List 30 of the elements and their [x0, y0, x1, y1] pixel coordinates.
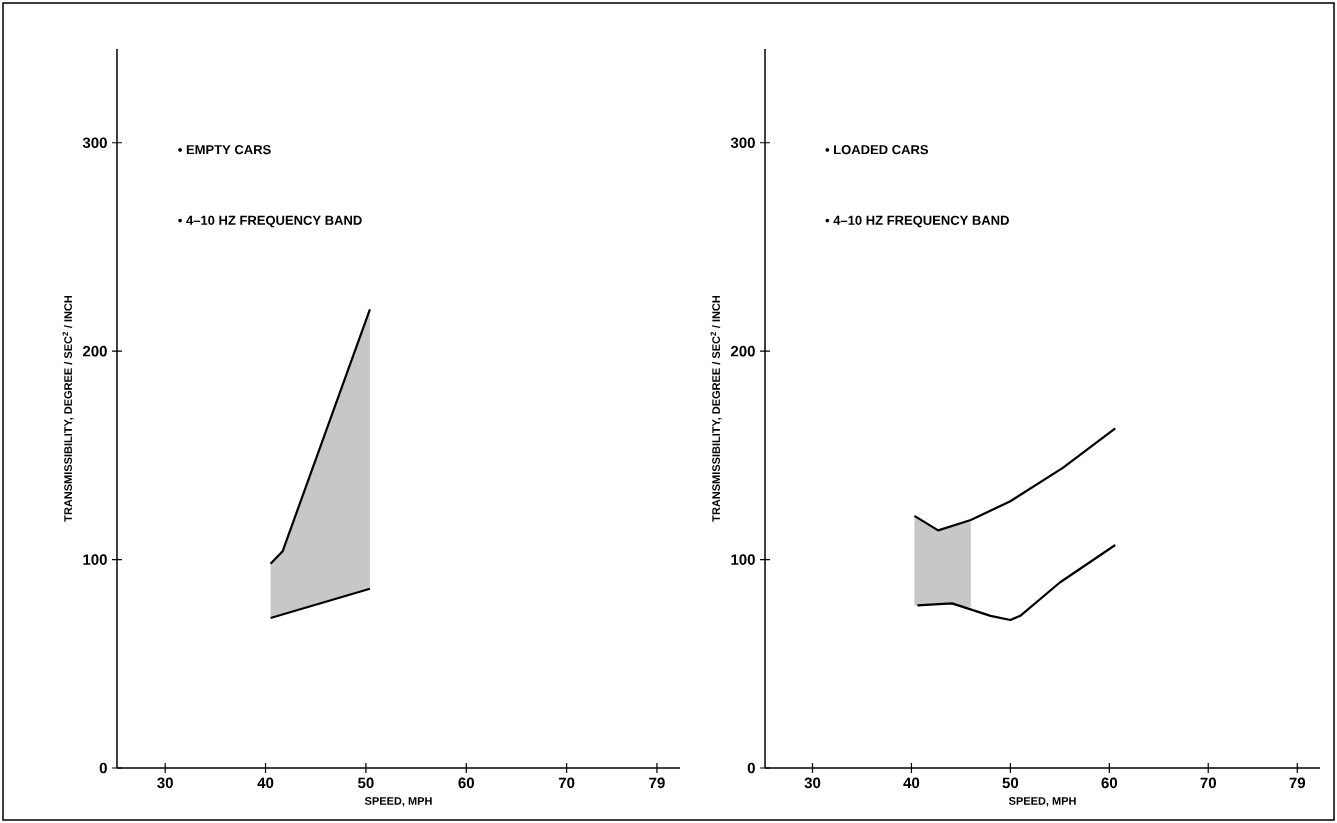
- y-tick-label: 0: [99, 762, 107, 774]
- x-tick-label: 30: [804, 777, 821, 789]
- x-tick-label: 40: [903, 777, 920, 789]
- annotation: • LOADED CARS: [825, 145, 929, 155]
- y-tick-label: 100: [83, 554, 107, 565]
- x-tick-label: 70: [1200, 777, 1216, 789]
- x-tick-label: 50: [1002, 777, 1019, 789]
- x-tick-label: 60: [458, 777, 474, 789]
- y-tick-label: 300: [730, 137, 755, 149]
- x-tick-label: 30: [157, 777, 173, 789]
- y-tick-label: 200: [730, 345, 755, 357]
- line-series: [913, 427, 1117, 532]
- y-tick-label: 300: [82, 137, 107, 149]
- y-tick-label: 200: [82, 345, 107, 357]
- x-tick-label: 50: [358, 777, 374, 789]
- x-axis-title: SPEED, MPH: [364, 797, 432, 807]
- annotation: • 4–10 HZ FREQUENCY BAND: [825, 215, 1009, 228]
- x-tick-label: 79: [649, 777, 665, 789]
- annotation: • EMPTY CARS: [178, 145, 271, 155]
- y-axis-title: TRANSMISSIBILITY, DEGREE / SEC$^{2}$ / INCH: [710, 295, 722, 522]
- x-axis-title: SPEED, MPH: [1008, 797, 1076, 807]
- x-tick-label: 40: [257, 777, 274, 789]
- x-tick-label: 60: [1101, 777, 1118, 789]
- y-tick-label: 0: [747, 762, 755, 774]
- x-tick-label: 70: [558, 777, 575, 789]
- x-tick-label: 79: [1289, 777, 1306, 789]
- y-axis-title: TRANSMISSIBILITY, DEGREE / SEC$^{2}$ / INCH: [62, 295, 74, 522]
- line-series: [916, 543, 1117, 622]
- annotation: • 4–10 HZ FREQUENCY BAND: [178, 215, 362, 228]
- y-tick-label: 100: [731, 554, 755, 565]
